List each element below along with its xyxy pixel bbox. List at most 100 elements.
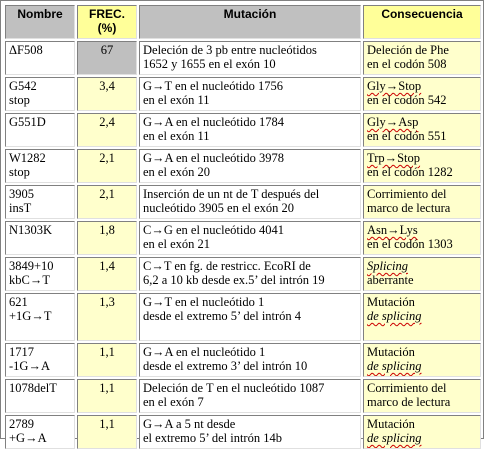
cell-consecuencia: Gly→Stop en el codón 542 (363, 77, 481, 111)
mut-line: G→A en el nucleótido 1784 (143, 115, 284, 129)
cell-frec: 1,1 (77, 415, 137, 449)
cons-line: Corrimiento del (367, 187, 447, 201)
cell-mutacion: G→T en el nucleótido 1756 en el exón 11 (139, 77, 361, 111)
cell-mutacion: Deleción de 3 pb entre nucleótidos 1652 … (139, 41, 361, 75)
cons-line: Trp→Stop (367, 151, 477, 165)
header-frec-unit: (%) (97, 21, 117, 35)
cell-nombre: 621 +1G→T (5, 293, 75, 341)
mut-line: en el exón 20 (143, 165, 210, 179)
cell-mutacion: Inserción de un nt de T después del nucl… (139, 185, 361, 219)
name-line: 2789 (9, 417, 34, 431)
spellcheck-underline: Gly→Asp (367, 115, 419, 129)
cons-line: Mutación (367, 295, 415, 309)
table-row: G542 stop 3,4 G→T en el nucleótido 1756 … (5, 77, 481, 111)
cell-consecuencia: Mutación de splicing (363, 293, 481, 341)
header-frec: FREC. (%) (77, 5, 137, 39)
cons-line: marco de lectura (367, 201, 451, 215)
cons-line: de splicing (367, 431, 477, 445)
table-row: 621 +1G→T 1,3 G→T en el nucleótido 1 des… (5, 293, 481, 341)
cell-consecuencia: Mutación de splicing (363, 415, 481, 449)
cell-nombre: 2789 +G→A (5, 415, 75, 449)
spellcheck-underline: Gly→Stop (367, 79, 422, 93)
cell-mutacion: G→A en el nucleótido 1 desde el extremo … (139, 343, 361, 377)
cons-line: marco de lectura (367, 395, 451, 409)
cons-line: Mutación (367, 417, 415, 431)
cell-mutacion: G→A a 5 nt desde el extremo 5’ del intró… (139, 415, 361, 449)
cell-frec: 2,4 (77, 113, 137, 147)
cons-line: en el codón 542 (367, 93, 447, 107)
mut-line: G→A a 5 nt desde (143, 417, 236, 431)
cell-consecuencia: Corrimiento del marco de lectura (363, 379, 481, 413)
cons-line: Gly→Asp (367, 115, 477, 129)
table-row: W1282 stop 2,1 G→A en el nucleótido 3978… (5, 149, 481, 183)
cons-line: Gly→Stop (367, 79, 477, 93)
table-row: N1303K 1,8 C→G en el nucleótido 4041 en … (5, 221, 481, 255)
mut-line: Deleción de T en el nucleótido 1087 (143, 381, 325, 395)
cons-line: Deleción de Phe (367, 43, 449, 57)
mut-line: nucleótido 3905 en el exón 20 (143, 201, 295, 215)
header-consecuencia: Consecuencia (363, 5, 481, 39)
cell-nombre: 1717 -1G→A (5, 343, 75, 377)
name-line: +1G→T (9, 309, 52, 323)
name-line: 621 (9, 295, 28, 309)
cell-consecuencia: Corrimiento del marco de lectura (363, 185, 481, 219)
name-line: N1303K (9, 223, 53, 237)
name-line: kbC→T (9, 273, 50, 287)
mut-line: G→T en el nucleótido 1756 (143, 79, 284, 93)
mut-line: C→T en fg. de restricc. EcoRI de (143, 259, 311, 273)
cell-consecuencia: Asn→Lys en el codón 1303 (363, 221, 481, 255)
cell-nombre: 3849+10 kbC→T (5, 257, 75, 291)
cons-line: Corrimiento del (367, 381, 447, 395)
mut-line: en el exón 21 (143, 237, 210, 251)
table-row: 3905 insT 2,1 Inserción de un nt de T de… (5, 185, 481, 219)
header-mutacion: Mutación (139, 5, 361, 39)
mutation-table: Nombre FREC. (%) Mutación Consecuencia Δ… (3, 3, 483, 451)
cell-frec: 1,1 (77, 379, 137, 413)
cell-consecuencia: Trp→Stop en el codón 1282 (363, 149, 481, 183)
cell-mutacion: Deleción de T en el nucleótido 1087 en e… (139, 379, 361, 413)
cell-frec: 1,4 (77, 257, 137, 291)
header-nombre: Nombre (5, 5, 75, 39)
mut-line: 6,2 a 10 kb desde ex.5’ del intrón 19 (143, 273, 325, 287)
mut-line: Deleción de 3 pb entre nucleótidos (143, 43, 317, 57)
cell-mutacion: G→A en el nucleótido 3978 en el exón 20 (139, 149, 361, 183)
cell-consecuencia: Mutación de splicing (363, 343, 481, 377)
name-line: ΔF508 (9, 43, 43, 57)
cons-line: aberrante (367, 273, 414, 287)
header-row: Nombre FREC. (%) Mutación Consecuencia (5, 5, 481, 39)
mut-line: G→A en el nucleótido 1 (143, 345, 266, 359)
table-row: 2789 +G→A 1,1 G→A a 5 nt desde el extrem… (5, 415, 481, 449)
name-line: stop (9, 165, 30, 179)
name-line: insT (9, 201, 32, 215)
header-frec-label: FREC. (89, 7, 125, 21)
mut-line: G→A en el nucleótido 3978 (143, 151, 284, 165)
name-line: +G→A (9, 431, 47, 445)
cons-line: en el codón 551 (367, 129, 447, 143)
mut-line: desde el extremo 5’ del intrón 4 (143, 309, 302, 323)
mut-line: 1652 y 1655 en el exón 10 (143, 57, 276, 71)
name-line: G542 (9, 79, 37, 93)
cons-line: en el codón 508 (367, 57, 447, 71)
mut-line: en el exón 11 (143, 93, 210, 107)
mut-line: G→T en el nucleótido 1 (143, 295, 265, 309)
cell-frec: 2,1 (77, 149, 137, 183)
cell-mutacion: C→G en el nucleótido 4041 en el exón 21 (139, 221, 361, 255)
spellcheck-underline: Trp→Stop (367, 151, 421, 165)
cons-line: Mutación (367, 345, 415, 359)
cons-line: de splicing (367, 359, 477, 373)
cell-frec: 1,3 (77, 293, 137, 341)
cell-frec: 3,4 (77, 77, 137, 111)
table-row: ΔF508 67 Deleción de 3 pb entre nucleóti… (5, 41, 481, 75)
cell-nombre: 3905 insT (5, 185, 75, 219)
cell-nombre: ΔF508 (5, 41, 75, 75)
cons-line: Splicing (367, 259, 477, 273)
cell-nombre: G542 stop (5, 77, 75, 111)
mut-line: el extremo 5’ del intrón 14b (143, 431, 282, 445)
cell-frec: 67 (77, 41, 137, 75)
cell-consecuencia: Splicing aberrante (363, 257, 481, 291)
spellcheck-underline: Asn→Lys (367, 223, 418, 237)
spellcheck-underline: de splicing (367, 309, 422, 323)
spellcheck-underline: Splicing (367, 259, 408, 273)
mut-line: C→G en el nucleótido 4041 (143, 223, 284, 237)
